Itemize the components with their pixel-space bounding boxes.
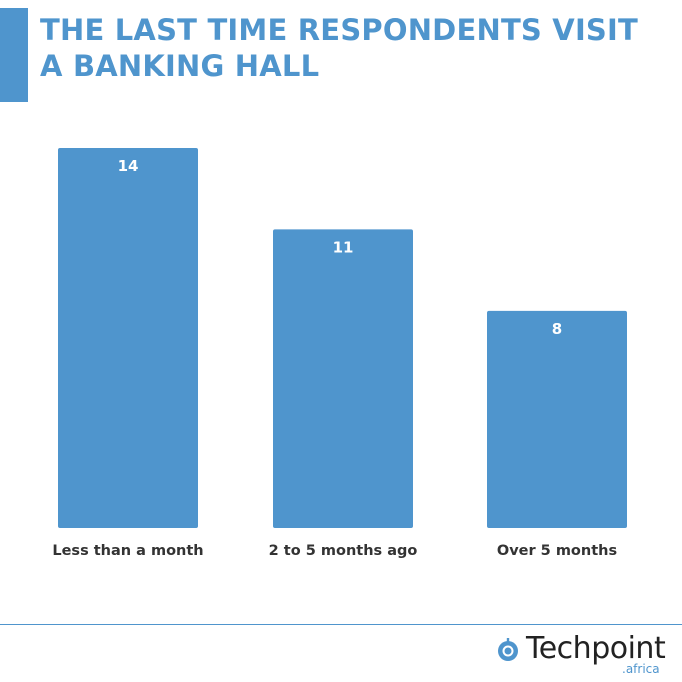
bar-1 bbox=[58, 148, 198, 528]
bar-3 bbox=[487, 310, 627, 528]
logo-wordmark: Techpoint bbox=[526, 631, 666, 666]
bar-value-label-1: 14 bbox=[118, 157, 139, 175]
logo-subtext: .africa bbox=[622, 662, 660, 676]
bar-2 bbox=[273, 229, 413, 528]
techpoint-logo: Techpoint .africa bbox=[492, 628, 670, 680]
chart-title-line-2: A BANKING HALL bbox=[40, 49, 320, 83]
chart-title: THE LAST TIME RESPONDENTS VISIT A BANKIN… bbox=[40, 12, 660, 84]
chart-title-line-1: THE LAST TIME RESPONDENTS VISIT bbox=[40, 13, 638, 47]
footer-divider bbox=[0, 624, 682, 625]
category-label-2: 2 to 5 months ago bbox=[269, 543, 418, 559]
bar-chart: 14 Less than a month 11 2 to 5 months ago 8 O… bbox=[52, 148, 627, 559]
category-label-1: Less than a month bbox=[52, 543, 203, 559]
bar-value-label-2: 11 bbox=[333, 238, 354, 256]
bar-value-label-3: 8 bbox=[552, 320, 562, 338]
techpoint-logo-icon bbox=[498, 638, 518, 661]
title-accent-bar bbox=[0, 8, 28, 102]
category-label-3: Over 5 months bbox=[497, 543, 617, 559]
